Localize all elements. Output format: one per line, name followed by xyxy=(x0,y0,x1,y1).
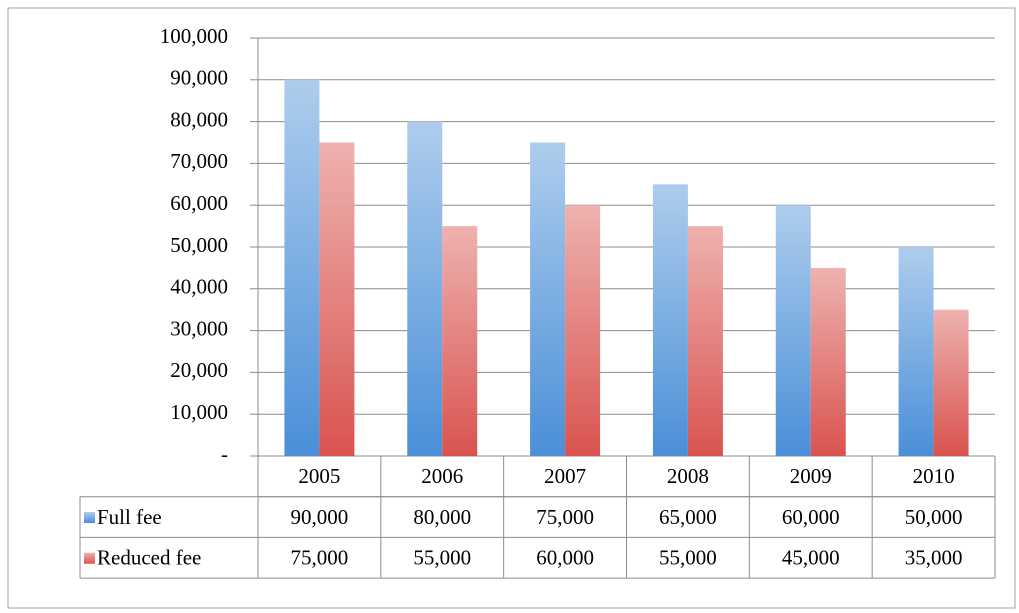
table-value: 75,000 xyxy=(536,505,594,529)
table-value: 50,000 xyxy=(905,505,963,529)
bar xyxy=(442,226,478,456)
bar xyxy=(565,205,601,456)
bar xyxy=(775,205,811,456)
bar xyxy=(933,309,969,456)
bar xyxy=(284,79,320,457)
x-tick-label: 2008 xyxy=(667,464,709,488)
y-tick-label: 40,000 xyxy=(170,275,228,299)
bar xyxy=(407,121,443,456)
bar xyxy=(898,247,934,456)
table-value: 60,000 xyxy=(782,505,840,529)
bar xyxy=(810,267,846,456)
y-tick-label: 80,000 xyxy=(170,107,228,131)
legend-label: Full fee xyxy=(97,505,162,529)
x-tick-label: 2006 xyxy=(421,464,463,488)
chart-frame xyxy=(7,7,1016,609)
bar xyxy=(319,142,355,456)
legend-label: Reduced fee xyxy=(97,546,201,570)
table-value: 45,000 xyxy=(782,546,840,570)
table-value: 55,000 xyxy=(659,546,717,570)
y-tick-label: - xyxy=(221,442,228,466)
table-value: 75,000 xyxy=(291,546,349,570)
legend-key xyxy=(84,512,95,524)
bar xyxy=(652,184,688,457)
table-value: 60,000 xyxy=(536,546,594,570)
y-tick-label: 60,000 xyxy=(170,191,228,215)
y-tick-label: 20,000 xyxy=(170,358,228,382)
table-value: 80,000 xyxy=(413,505,471,529)
x-tick-label: 2005 xyxy=(298,464,340,488)
y-tick-label: 10,000 xyxy=(170,400,228,424)
y-tick-label: 70,000 xyxy=(170,149,228,173)
x-tick-label: 2010 xyxy=(913,464,955,488)
y-tick-label: 50,000 xyxy=(170,233,228,257)
bar xyxy=(530,142,566,456)
table-value: 90,000 xyxy=(291,505,349,529)
y-tick-label: 100,000 xyxy=(160,24,228,48)
y-tick-label: 30,000 xyxy=(170,316,228,340)
x-tick-label: 2007 xyxy=(544,464,586,488)
table-value: 35,000 xyxy=(905,546,963,570)
y-tick-label: 90,000 xyxy=(170,66,228,90)
legend-key xyxy=(84,552,95,564)
table-value: 55,000 xyxy=(413,546,471,570)
bar xyxy=(687,226,723,456)
x-tick-label: 2009 xyxy=(790,464,832,488)
table-value: 65,000 xyxy=(659,505,717,529)
